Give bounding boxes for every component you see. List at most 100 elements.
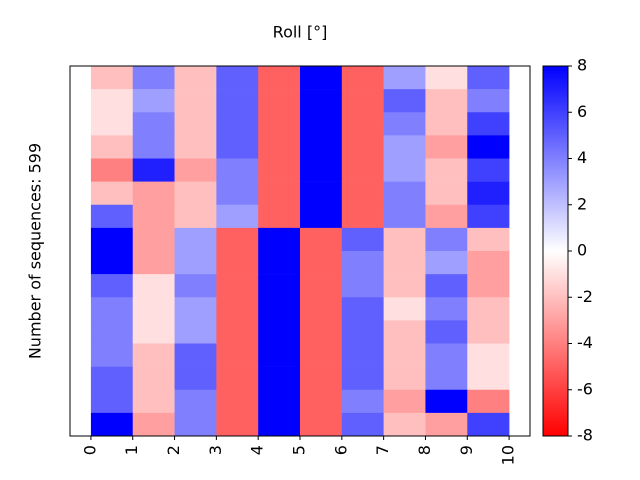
heatmap-cell — [467, 227, 510, 252]
heatmap-cell — [300, 158, 343, 182]
heatmap-cell — [216, 158, 259, 182]
heatmap-cell — [132, 204, 175, 229]
heatmap-cell — [216, 389, 259, 414]
heatmap-cell — [300, 204, 343, 229]
heatmap-cell — [300, 66, 343, 90]
heatmap-cell — [174, 66, 217, 90]
heatmap-cell — [258, 320, 301, 344]
heatmap-cell — [467, 89, 510, 113]
heatmap-cell — [132, 389, 175, 414]
heatmap-cell — [258, 389, 301, 414]
heatmap-cell — [258, 297, 301, 321]
heatmap-cell — [258, 135, 301, 159]
heatmap-cell — [300, 227, 343, 252]
heatmap-cell — [90, 297, 134, 321]
heatmap-cell — [258, 66, 301, 90]
x-tick-label: 5 — [290, 445, 309, 455]
heatmap-cell — [425, 389, 468, 414]
heatmap-cell — [174, 204, 217, 229]
heatmap-cell — [300, 343, 343, 367]
heatmap-cell — [425, 204, 468, 229]
heatmap-cell — [425, 227, 468, 252]
heatmap-cell — [383, 320, 426, 344]
heatmap-cell — [341, 366, 384, 391]
colorbar-tick-label: 6 — [577, 102, 587, 121]
heatmap-cell — [383, 204, 426, 229]
heatmap-cell — [341, 204, 384, 229]
heatmap-cell — [341, 251, 384, 275]
heatmap-cell — [467, 343, 510, 367]
heatmap-cell — [300, 389, 343, 414]
heatmap-cell — [174, 297, 217, 321]
heatmap-cell — [425, 181, 468, 206]
heatmap-cell — [300, 181, 343, 206]
heatmap-cell — [258, 181, 301, 206]
colorbar-tick-label: 0 — [577, 241, 587, 260]
heatmap-cell — [341, 297, 384, 321]
heatmap-cell — [425, 158, 468, 182]
heatmap-cell — [132, 66, 175, 90]
heatmap-cell — [258, 251, 301, 275]
heatmap-cell — [425, 297, 468, 321]
heatmap-cell — [216, 66, 259, 90]
heatmap-cell — [216, 274, 259, 298]
heatmap-cell — [216, 204, 259, 229]
x-tick-label: 6 — [331, 445, 350, 455]
heatmap-cell — [425, 89, 468, 113]
heatmap-cell — [300, 112, 343, 136]
heatmap-cell — [467, 297, 510, 321]
heatmap-cell — [425, 366, 468, 391]
x-tick-label: 9 — [457, 445, 476, 455]
heatmap-cell — [341, 320, 384, 344]
heatmap-cell — [174, 158, 217, 182]
heatmap-cell — [467, 135, 510, 159]
heatmap-cell — [300, 274, 343, 298]
heatmap-cell — [300, 366, 343, 391]
heatmap-cell — [174, 320, 217, 344]
heatmap-cell — [258, 89, 301, 113]
heatmap-cell — [90, 343, 134, 367]
heatmap-cell — [383, 227, 426, 252]
x-tick-label: 0 — [80, 445, 99, 455]
heatmap-cell — [90, 320, 134, 344]
heatmap-cell — [132, 412, 175, 437]
y-axis-label: Number of sequences: 599 — [26, 143, 45, 359]
heatmap-cell — [341, 135, 384, 159]
heatmap-cell — [174, 366, 217, 391]
heatmap-cell — [341, 412, 384, 437]
x-tick-label: 10 — [499, 445, 518, 465]
heatmap-cell — [383, 274, 426, 298]
heatmap-cell — [174, 89, 217, 113]
heatmap-cell — [341, 158, 384, 182]
heatmap-cell — [258, 112, 301, 136]
heatmap-cell — [383, 251, 426, 275]
heatmap-cell — [216, 89, 259, 113]
chart-title: Roll [°] — [273, 23, 328, 42]
heatmap-cell — [216, 412, 259, 437]
heatmap-cell — [216, 320, 259, 344]
colorbar-tick-label: 4 — [577, 148, 587, 167]
heatmap-cell — [425, 343, 468, 367]
heatmap-cell — [300, 135, 343, 159]
heatmap-cell — [383, 343, 426, 367]
heatmap-cell — [174, 389, 217, 414]
heatmap-cell — [341, 66, 384, 90]
heatmap-cell — [132, 343, 175, 367]
heatmap-cell — [425, 320, 468, 344]
heatmap-cell — [341, 181, 384, 206]
heatmap-cell — [300, 297, 343, 321]
heatmap-cell — [467, 389, 510, 414]
heatmap-cell — [425, 274, 468, 298]
x-tick-label: 3 — [206, 445, 225, 455]
heatmap-cell — [383, 412, 426, 437]
heatmap-cell — [341, 112, 384, 136]
heatmap-cell — [467, 181, 510, 206]
heatmap-cell — [467, 274, 510, 298]
heatmap-cell — [174, 274, 217, 298]
heatmap-cell — [425, 412, 468, 437]
colorbar-tick-label: -6 — [577, 379, 593, 398]
heatmap-cell — [132, 135, 175, 159]
colorbar — [542, 65, 569, 437]
heatmap-cell — [258, 158, 301, 182]
heatmap-cell — [258, 366, 301, 391]
